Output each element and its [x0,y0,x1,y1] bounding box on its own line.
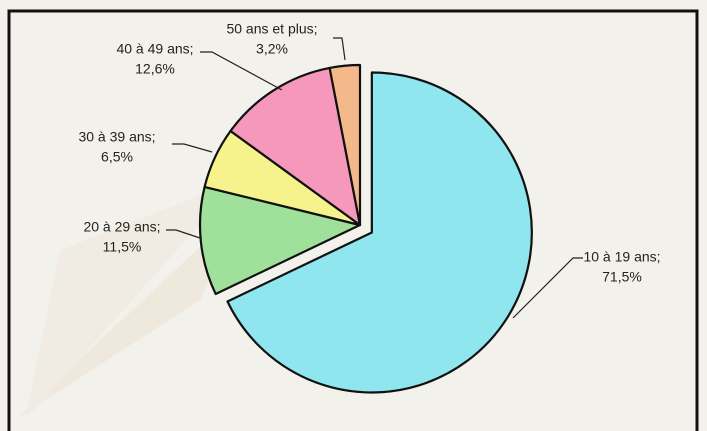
category-label: 40 à 49 ans; [116,41,193,57]
value-label: 11,5% [103,239,142,255]
value-label: 71,5% [602,269,642,285]
category-label: 30 à 39 ans; [78,129,155,145]
value-label: 6,5% [101,149,133,165]
category-label: 20 à 29 ans; [83,219,160,235]
category-label: 10 à 19 ans; [583,249,660,265]
value-label: 3,2% [256,41,288,57]
category-label: 50 ans et plus; [226,21,317,37]
value-label: 12,6% [135,61,175,77]
chart: 10 à 19 ans; 71,5% 20 à 29 ans; 11,5% 30 à 3… [0,0,707,431]
